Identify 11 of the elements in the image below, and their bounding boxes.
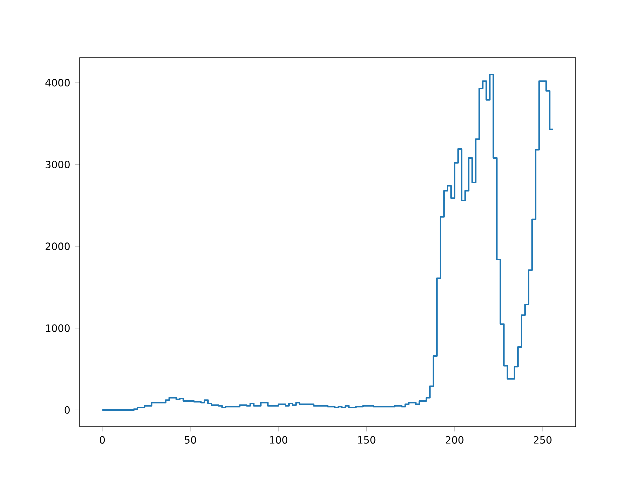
y-tick-label: 0: [64, 406, 70, 414]
y-tick-label: 4000: [46, 79, 70, 87]
y-tick-label: 3000: [46, 160, 70, 169]
x-tick-label: 50: [185, 436, 196, 444]
y-tick-label: 1000: [46, 324, 70, 332]
x-tick-label: 0: [100, 436, 106, 444]
y-tick-label: 2000: [46, 242, 70, 250]
x-tick-label: 200: [446, 436, 464, 444]
x-tick-label: 100: [270, 436, 288, 444]
x-tick-label: 150: [358, 436, 376, 444]
x-tick-label: 250: [534, 436, 552, 444]
